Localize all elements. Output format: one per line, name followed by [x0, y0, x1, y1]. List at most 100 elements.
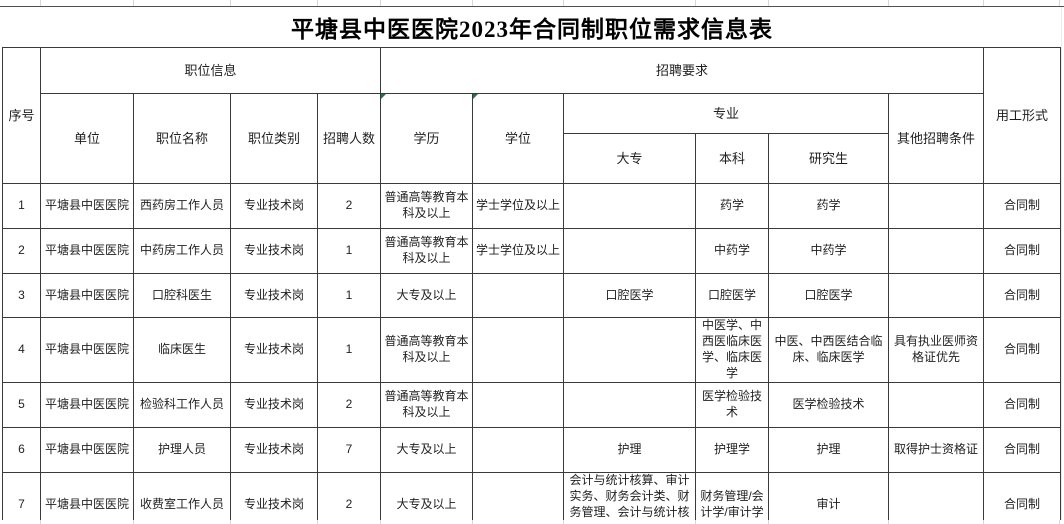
cell-employment-type[interactable]: 合同制 [983, 317, 1062, 383]
cell-position-type[interactable]: 专业技术岗 [230, 382, 318, 428]
cell-major-postgrad[interactable]: 中药学 [768, 228, 890, 274]
cell-seq[interactable]: 2 [2, 228, 41, 274]
cell-unit[interactable]: 平塘县中医医院 [40, 273, 134, 318]
cell-degree[interactable] [472, 273, 565, 318]
header-unit[interactable]: 单位 [40, 93, 134, 184]
cell-degree[interactable] [472, 427, 565, 473]
cell-major-college[interactable] [563, 228, 697, 274]
cell-major-postgrad[interactable]: 审计 [768, 471, 890, 524]
cell-position-name[interactable]: 收费室工作人员 [133, 471, 231, 524]
cell-major-bachelor[interactable]: 财务管理/会计学/审计学 [695, 471, 770, 524]
cell-education[interactable]: 大专及以上 [380, 427, 474, 473]
cell-unit[interactable]: 平塘县中医医院 [40, 382, 134, 428]
cell-degree[interactable] [472, 382, 565, 428]
cell-position-name[interactable]: 中药房工作人员 [133, 228, 231, 274]
header-education[interactable]: 学历 [380, 93, 474, 184]
cell-headcount[interactable]: 7 [316, 427, 382, 473]
header-other-conditions[interactable]: 其他招聘条件 [888, 93, 985, 184]
cell-other-conditions[interactable] [888, 273, 985, 318]
cell-major-college[interactable]: 口腔医学 [563, 273, 697, 318]
cell-other-conditions[interactable]: 具有执业医师资格证优先 [888, 317, 985, 383]
cell-position-name[interactable]: 西药房工作人员 [133, 183, 231, 229]
cell-education[interactable]: 大专及以上 [380, 273, 474, 318]
cell-major-bachelor[interactable]: 医学检验技术 [695, 382, 770, 428]
cell-seq[interactable]: 5 [2, 382, 41, 428]
cell-employment-type[interactable]: 合同制 [983, 228, 1062, 274]
cell-unit[interactable]: 平塘县中医医院 [40, 228, 134, 274]
header-major-postgraduate[interactable]: 研究生 [768, 133, 890, 184]
cell-education[interactable]: 大专及以上 [380, 471, 474, 524]
cell-unit[interactable]: 平塘县中医医院 [40, 427, 134, 473]
header-recruit-req-group[interactable]: 招聘要求 [380, 47, 985, 94]
cell-major-college[interactable]: 会计与统计核算、审计实务、财务会计类、财务管理、会计与统计核算 [563, 471, 697, 524]
cell-education[interactable]: 普通高等教育本科及以上 [380, 317, 474, 383]
cell-degree[interactable]: 学士学位及以上 [472, 228, 565, 274]
cell-position-name[interactable]: 口腔科医生 [133, 273, 231, 318]
cell-headcount[interactable]: 2 [316, 471, 382, 524]
cell-major-postgrad[interactable]: 护理 [768, 427, 890, 473]
cell-headcount[interactable]: 2 [316, 183, 382, 229]
cell-degree[interactable]: 学士学位及以上 [472, 183, 565, 229]
cell-unit[interactable]: 平塘县中医医院 [40, 183, 134, 229]
header-position-info-group[interactable]: 职位信息 [39, 47, 382, 94]
header-major-college[interactable]: 大专 [563, 133, 697, 184]
cell-headcount[interactable]: 1 [316, 317, 382, 383]
cell-other-conditions[interactable] [888, 471, 985, 524]
cell-position-name[interactable]: 检验科工作人员 [133, 382, 231, 428]
table-title[interactable]: 平塘县中医医院2023年合同制职位需求信息表 [0, 7, 1064, 47]
cell-employment-type[interactable]: 合同制 [983, 382, 1062, 428]
cell-headcount[interactable]: 2 [316, 382, 382, 428]
cell-position-name[interactable]: 护理人员 [133, 427, 231, 473]
cell-major-postgrad[interactable]: 药学 [768, 183, 890, 229]
cell-position-type[interactable]: 专业技术岗 [230, 471, 318, 524]
cell-major-college[interactable]: 护理 [563, 427, 697, 473]
cell-headcount[interactable]: 1 [316, 228, 382, 274]
cell-seq[interactable]: 7 [2, 471, 41, 524]
header-major-group[interactable]: 专业 [563, 93, 890, 134]
cell-major-bachelor[interactable]: 口腔医学 [695, 273, 770, 318]
cell-employment-type[interactable]: 合同制 [983, 427, 1062, 473]
cell-major-postgrad[interactable]: 医学检验技术 [768, 382, 890, 428]
cell-major-college[interactable] [563, 317, 697, 383]
cell-other-conditions[interactable] [888, 382, 985, 428]
cell-employment-type[interactable]: 合同制 [983, 183, 1062, 229]
cell-headcount[interactable]: 1 [316, 273, 382, 318]
cell-education[interactable]: 普通高等教育本科及以上 [380, 228, 474, 274]
cell-position-type[interactable]: 专业技术岗 [230, 317, 318, 383]
cell-seq[interactable]: 6 [2, 427, 41, 473]
cell-education[interactable]: 普通高等教育本科及以上 [380, 382, 474, 428]
cell-position-name[interactable]: 临床医生 [133, 317, 231, 383]
header-degree[interactable]: 学位 [472, 93, 565, 184]
header-headcount[interactable]: 招聘人数 [316, 93, 382, 184]
cell-education[interactable]: 普通高等教育本科及以上 [380, 183, 474, 229]
cell-position-type[interactable]: 专业技术岗 [230, 228, 318, 274]
cell-employment-type[interactable]: 合同制 [983, 471, 1062, 524]
cell-major-college[interactable] [563, 382, 697, 428]
header-seq[interactable]: 序号 [2, 47, 41, 184]
cell-other-conditions[interactable] [888, 183, 985, 229]
header-position-name[interactable]: 职位名称 [133, 93, 231, 184]
header-employment-type[interactable]: 用工形式 [983, 47, 1062, 184]
cell-seq[interactable]: 3 [2, 273, 41, 318]
cell-major-bachelor[interactable]: 护理学 [695, 427, 770, 473]
cell-position-type[interactable]: 专业技术岗 [230, 273, 318, 318]
cell-unit[interactable]: 平塘县中医医院 [40, 317, 134, 383]
header-position-type[interactable]: 职位类别 [230, 93, 318, 184]
cell-major-bachelor[interactable]: 中医学、中西医临床医学、临床医学 [695, 317, 770, 383]
cell-seq[interactable]: 1 [2, 183, 41, 229]
cell-major-college[interactable] [563, 183, 697, 229]
cell-degree[interactable] [472, 317, 565, 383]
cell-position-type[interactable]: 专业技术岗 [230, 183, 318, 229]
cell-other-conditions[interactable] [888, 228, 985, 274]
cell-major-bachelor[interactable]: 中药学 [695, 228, 770, 274]
cell-other-conditions[interactable]: 取得护士资格证 [888, 427, 985, 473]
cell-major-bachelor[interactable]: 药学 [695, 183, 770, 229]
cell-seq[interactable]: 4 [2, 317, 41, 383]
cell-unit[interactable]: 平塘县中医医院 [40, 471, 134, 524]
cell-major-postgrad[interactable]: 口腔医学 [768, 273, 890, 318]
cell-degree[interactable] [472, 471, 565, 524]
cell-major-postgrad[interactable]: 中医、中西医结合临床、临床医学 [768, 317, 890, 383]
cell-position-type[interactable]: 专业技术岗 [230, 427, 318, 473]
header-major-bachelor[interactable]: 本科 [695, 133, 770, 184]
cell-employment-type[interactable]: 合同制 [983, 273, 1062, 318]
